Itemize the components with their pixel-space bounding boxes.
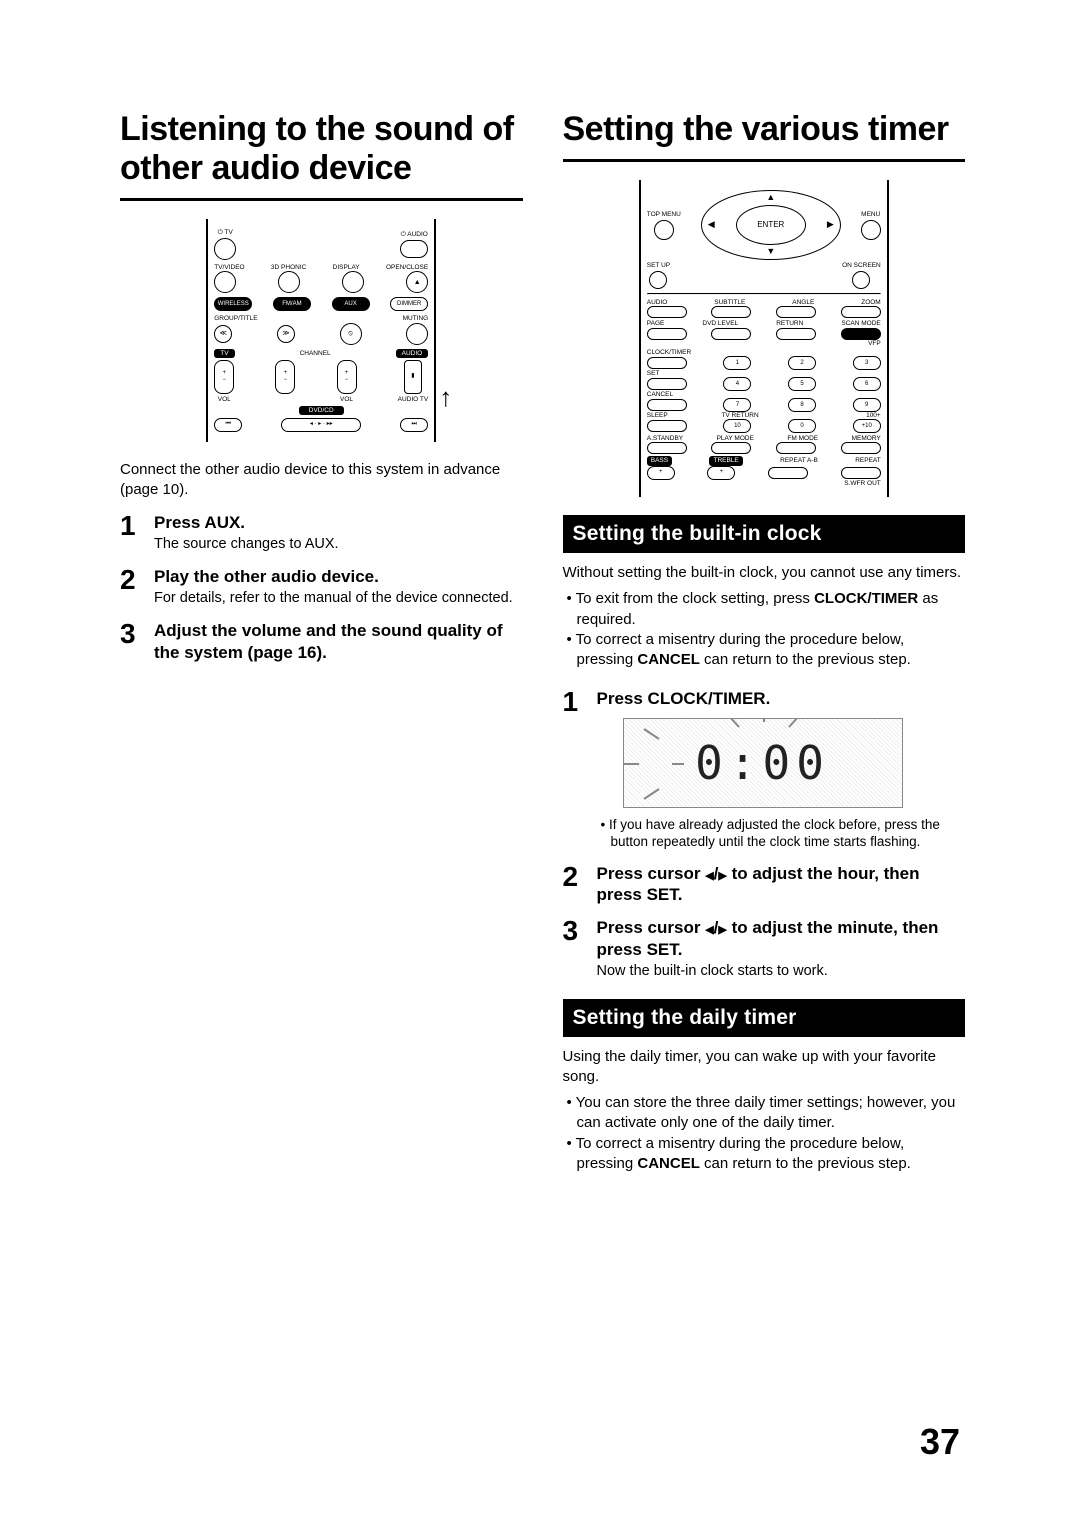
clock-step-3: 3 Press cursor / to adjust the minute, t… <box>563 917 966 980</box>
remote-diagram-left: ⏻ TV ⏻ AUDIO TV/VIDEO 3D PHONIC DISPLAY … <box>206 219 436 441</box>
step-1: 1 Press AUX. The source changes to AUX. <box>120 512 523 554</box>
section1-intro: Without setting the built-in clock, you … <box>563 563 966 583</box>
clock-step-2: 2 Press cursor / to adjust the hour, the… <box>563 863 966 906</box>
clock-step-1: 1 Press CLOCK/TIMER. 0:00 • If you have … <box>563 688 966 850</box>
section-heading-clock: Setting the built-in clock <box>563 515 966 553</box>
section2-bullets: You can store the three daily timer sett… <box>563 1093 966 1174</box>
rule <box>563 159 966 162</box>
intro-left: Connect the other audio device to this s… <box>120 460 523 501</box>
remote-diagram-right: TOP MENU ▲ ◀ ▶ ▼ ENTER MENU SET UP ON SC… <box>639 180 889 497</box>
heading-right: Setting the various timer <box>563 110 966 149</box>
rule <box>120 198 523 201</box>
section2-intro: Using the daily timer, you can wake up w… <box>563 1047 966 1088</box>
clock-display: 0:00 <box>623 718 903 808</box>
step-2: 2 Play the other audio device. For detai… <box>120 566 523 608</box>
section-heading-daily: Setting the daily timer <box>563 999 966 1037</box>
page-number: 37 <box>920 1421 960 1463</box>
arrow-indicator-icon: ↑ <box>439 383 452 412</box>
heading-left: Listening to the sound of other audio de… <box>120 110 523 188</box>
step-3: 3 Adjust the volume and the sound qualit… <box>120 620 523 663</box>
section1-bullets: To exit from the clock setting, press CL… <box>563 589 966 670</box>
